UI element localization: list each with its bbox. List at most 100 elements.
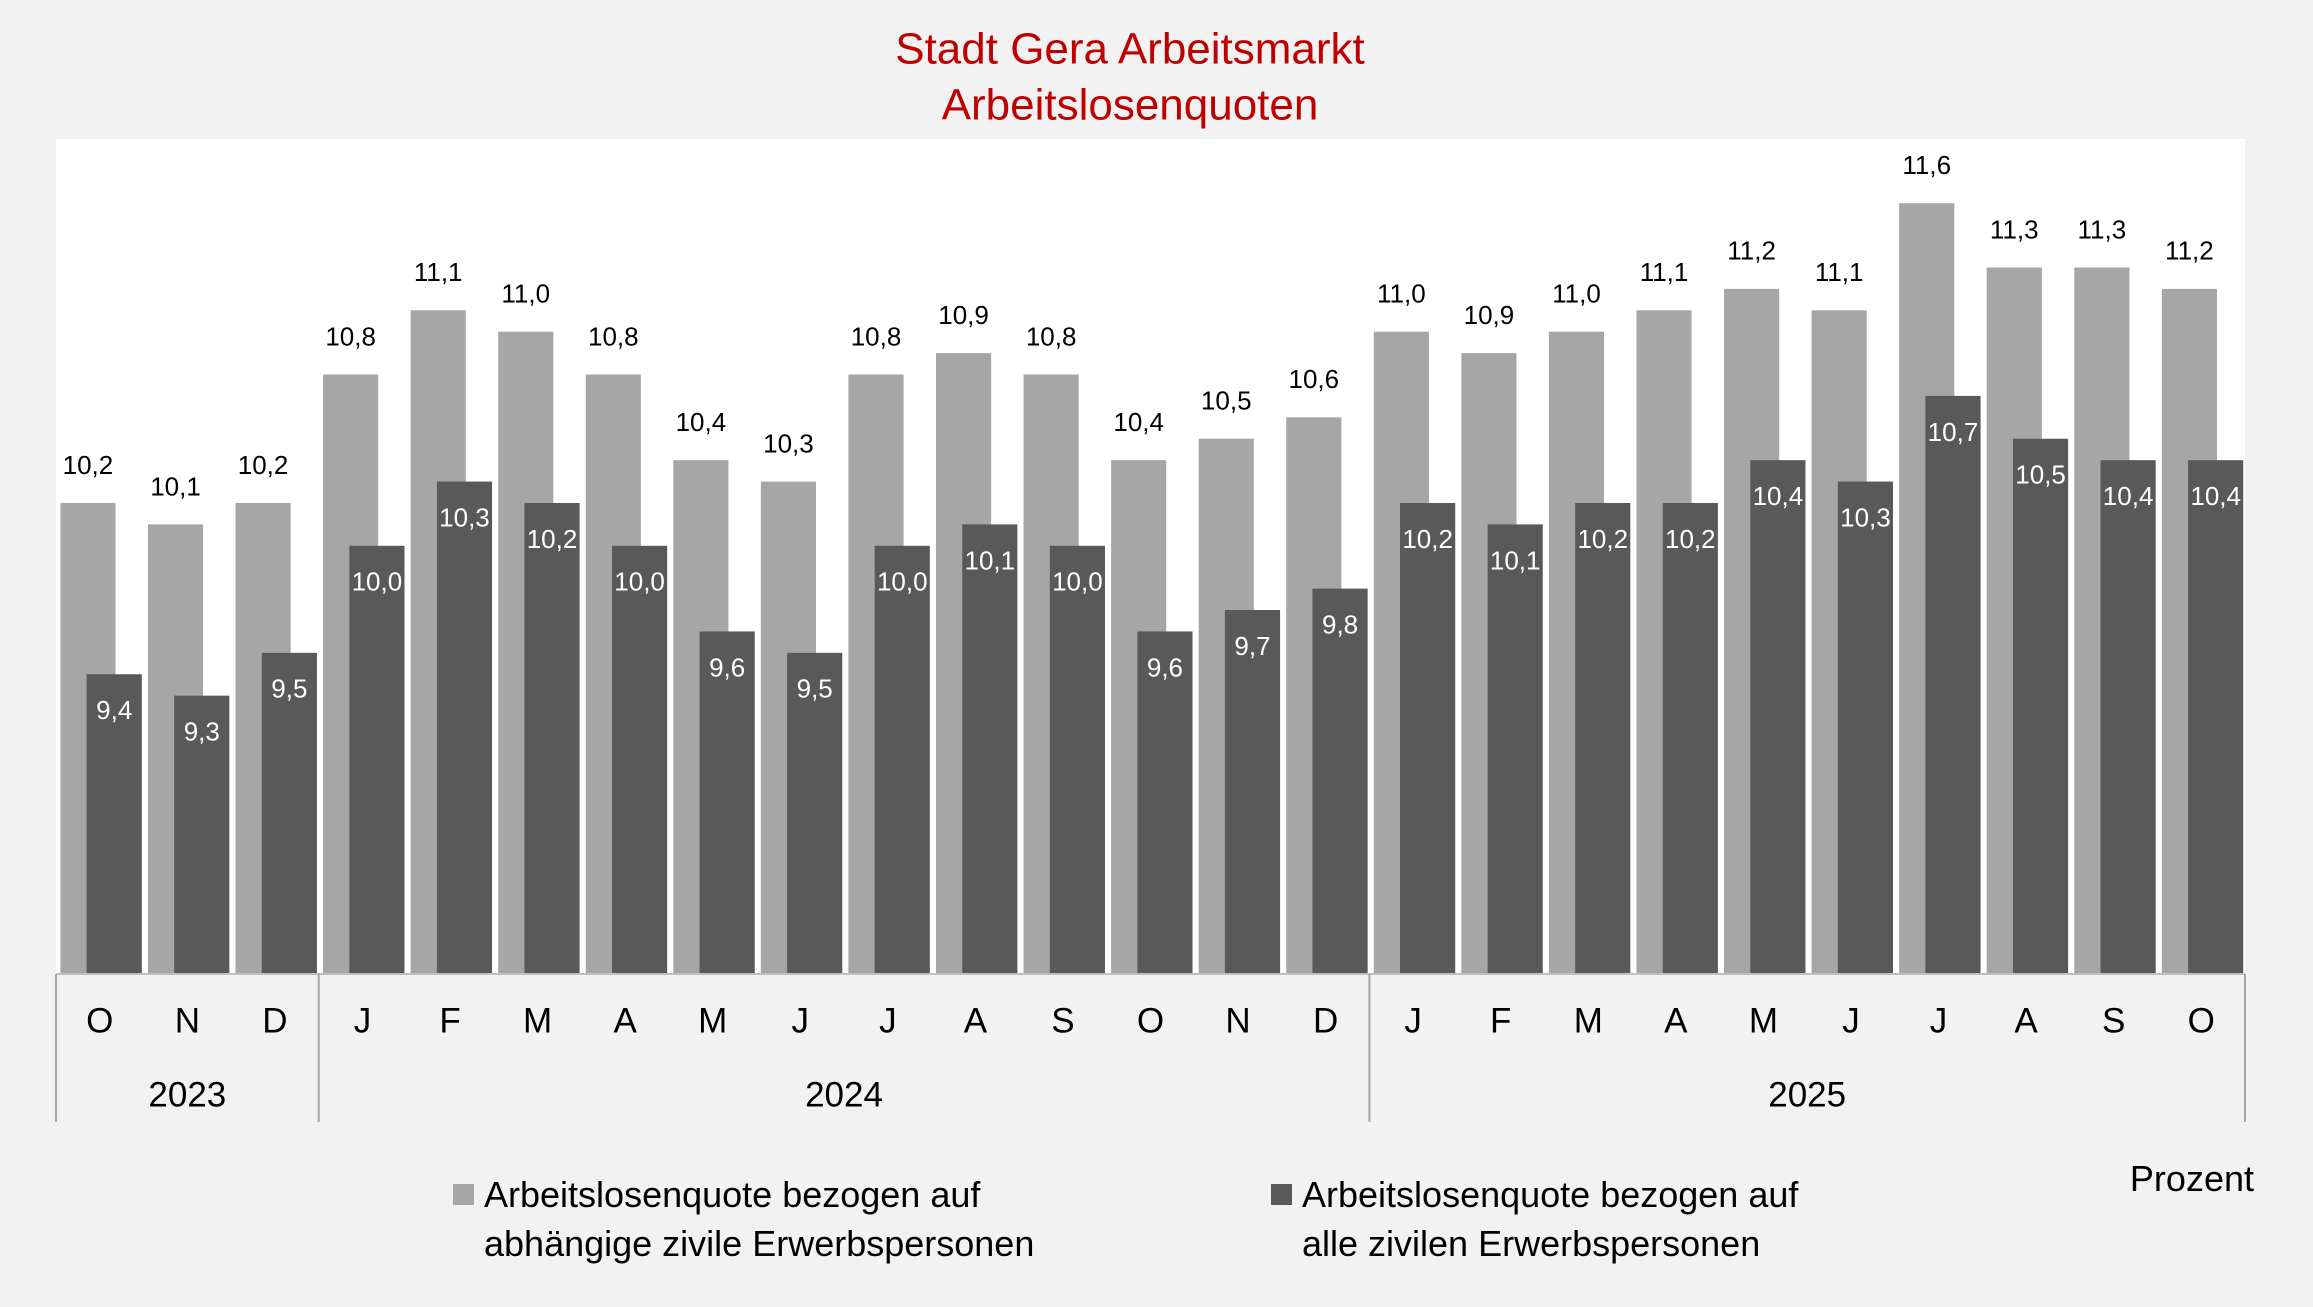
bar	[1137, 631, 1193, 974]
data-label: 10,6	[1288, 364, 1339, 394]
data-label: 10,4	[2190, 481, 2241, 511]
bar	[261, 652, 317, 974]
data-label: 10,8	[851, 321, 902, 351]
legend-label: Arbeitslosenquote bezogen auf alle zivil…	[1302, 1174, 1799, 1264]
x-tick-label: A	[964, 1001, 988, 1040]
data-label: 10,2	[63, 450, 114, 480]
data-label: 10,2	[1665, 524, 1716, 554]
chart-title: Stadt Gera Arbeitsmarkt	[895, 25, 1365, 74]
x-tick-label: F	[439, 1001, 460, 1040]
x-tick-label: O	[86, 1001, 113, 1040]
bar	[612, 545, 668, 974]
data-label: 10,8	[325, 321, 376, 351]
x-tick-label: A	[613, 1001, 637, 1040]
data-label: 10,0	[352, 567, 403, 597]
bar	[174, 695, 230, 974]
chart: Stadt Gera Arbeitsmarkt Arbeitslosenquot…	[55, 25, 2246, 1122]
year-label: 2024	[805, 1075, 883, 1114]
data-label: 9,4	[96, 695, 132, 725]
data-label: 10,0	[1052, 567, 1103, 597]
x-tick-label: D	[1313, 1001, 1338, 1040]
data-label: 9,5	[271, 674, 307, 704]
data-label: 10,4	[2103, 481, 2154, 511]
x-tick-label: J	[1404, 1001, 1422, 1040]
data-label: 10,4	[676, 407, 727, 437]
bar	[2012, 438, 2069, 974]
bar	[1662, 502, 1718, 974]
data-label: 10,2	[1402, 524, 1453, 554]
x-tick-label: S	[1051, 1001, 1074, 1040]
data-label: 10,1	[965, 545, 1016, 575]
data-label: 10,8	[1026, 321, 1077, 351]
bar	[436, 481, 493, 974]
bar	[2100, 460, 2156, 975]
x-tick-label: F	[1490, 1001, 1511, 1040]
data-label: 11,0	[1552, 279, 1601, 309]
x-tick-label: A	[2014, 1001, 2038, 1040]
x-tick-label: J	[792, 1001, 810, 1040]
data-label: 11,2	[1727, 236, 1776, 266]
data-label: 10,3	[439, 502, 490, 532]
data-label: 11,1	[1640, 257, 1689, 287]
data-label: 10,5	[1201, 386, 1252, 416]
bar	[1312, 588, 1368, 974]
unit-label: Prozent	[2129, 1158, 2254, 1199]
x-tick-label: O	[2188, 1001, 2215, 1040]
x-tick-label: M	[523, 1001, 552, 1040]
legend-item: Arbeitslosenquote bezogen auf abhängige …	[453, 1170, 1034, 1268]
data-label: 10,3	[763, 428, 814, 458]
bar	[1487, 524, 1543, 974]
legend-item: Arbeitslosenquote bezogen auf alle zivil…	[1271, 1170, 1798, 1268]
data-label: 9,5	[797, 674, 833, 704]
data-label: 10,1	[150, 471, 201, 501]
data-label: 9,3	[184, 717, 220, 747]
data-label: 10,2	[527, 524, 578, 554]
x-tick-label: J	[354, 1001, 372, 1040]
bar	[1049, 545, 1105, 974]
data-label: 10,9	[938, 300, 989, 330]
data-label: 11,3	[2077, 214, 2126, 244]
bar	[86, 674, 142, 974]
x-tick-label: M	[1749, 1001, 1778, 1040]
bar	[787, 652, 843, 974]
x-tick-label: D	[262, 1001, 287, 1040]
data-label: 10,4	[1113, 407, 1164, 437]
data-label: 10,7	[1928, 417, 1979, 447]
data-label: 11,2	[2165, 236, 2214, 266]
x-tick-label: M	[1574, 1001, 1603, 1040]
data-label: 10,0	[877, 567, 928, 597]
year-label: 2023	[148, 1075, 226, 1114]
bar	[699, 631, 755, 974]
bar	[349, 545, 405, 974]
bar	[2188, 460, 2244, 975]
data-label: 10,0	[614, 567, 665, 597]
data-label: 9,7	[1234, 631, 1270, 661]
x-tick-label: A	[1664, 1001, 1688, 1040]
data-label: 9,6	[1147, 652, 1183, 682]
x-tick-label: N	[175, 1001, 200, 1040]
data-label: 10,9	[1464, 300, 1515, 330]
x-tick-label: J	[879, 1001, 897, 1040]
x-tick-label: O	[1137, 1001, 1164, 1040]
x-tick-label: S	[2102, 1001, 2125, 1040]
data-label: 11,3	[1990, 214, 2039, 244]
data-label: 10,5	[2015, 460, 2066, 490]
data-label: 10,2	[1577, 524, 1628, 554]
bar	[1837, 481, 1894, 974]
bar	[1925, 395, 1981, 974]
x-tick-label: J	[1930, 1001, 1948, 1040]
x-tick-label: J	[1842, 1001, 1860, 1040]
legend-swatch	[453, 1184, 474, 1205]
data-label: 11,6	[1902, 150, 1951, 180]
x-tick-label: N	[1225, 1001, 1250, 1040]
data-label: 11,0	[501, 279, 550, 309]
bar	[874, 545, 930, 974]
chart-subtitle: Arbeitslosenquoten	[942, 81, 1319, 130]
bar	[1400, 502, 1456, 974]
legend-swatch	[1271, 1184, 1292, 1205]
x-tick-label: M	[698, 1001, 727, 1040]
data-label: 10,8	[588, 321, 639, 351]
year-label: 2025	[1768, 1075, 1846, 1114]
data-label: 11,1	[414, 257, 463, 287]
